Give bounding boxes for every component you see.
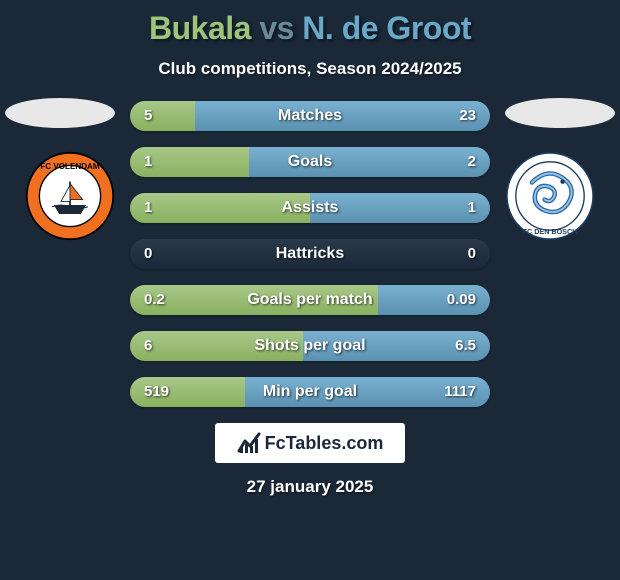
stat-right-value: 1117 <box>444 377 476 407</box>
stat-row: Goals1 2 <box>130 147 490 177</box>
stat-left-value: 1 <box>144 147 152 177</box>
player1-avatar <box>5 98 115 128</box>
stat-right-value: 0.09 <box>447 285 476 315</box>
stat-label: Min per goal <box>130 377 490 407</box>
main-area: FC VOLENDAM FC DEN BOSCH Matches5 23 Goals… <box>0 101 620 407</box>
footer-brand[interactable]: FcTables.com <box>215 423 405 463</box>
stat-row: Goals per match0.2 0.09 <box>130 285 490 315</box>
vs-text: vs <box>259 10 294 46</box>
stat-left-value: 5 <box>144 101 152 131</box>
stat-label: Matches <box>130 101 490 131</box>
stat-left-value: 6 <box>144 331 152 361</box>
stat-left-value: 0.2 <box>144 285 165 315</box>
stat-left-value: 0 <box>144 239 152 269</box>
stat-bars: Matches523Goals12Assists11Hattricks00Goa… <box>130 101 490 407</box>
player2-avatar <box>505 98 615 128</box>
stat-row: Hattricks0 0 <box>130 239 490 269</box>
stat-label: Goals <box>130 147 490 177</box>
volendam-badge-icon: FC VOLENDAM <box>25 151 115 241</box>
comparison-title: Bukala vs N. de Groot <box>0 0 620 47</box>
footer-brand-label: FcTables.com <box>265 433 384 454</box>
stat-left-value: 519 <box>144 377 169 407</box>
club-badge-left: FC VOLENDAM <box>25 151 115 241</box>
player2-name: N. de Groot <box>302 10 471 46</box>
stat-label: Goals per match <box>130 285 490 315</box>
club-badge-right: FC DEN BOSCH <box>505 151 595 241</box>
svg-text:FC DEN BOSCH: FC DEN BOSCH <box>523 227 578 236</box>
stat-right-value: 23 <box>459 101 476 131</box>
stat-label: Shots per goal <box>130 331 490 361</box>
denbosch-badge-icon: FC DEN BOSCH <box>505 151 595 241</box>
subtitle: Club competitions, Season 2024/2025 <box>0 59 620 79</box>
stat-row: Assists1 1 <box>130 193 490 223</box>
chart-icon <box>237 431 261 455</box>
stat-label: Hattricks <box>130 239 490 269</box>
date: 27 january 2025 <box>0 477 620 497</box>
stat-row: Shots per goal6 6.5 <box>130 331 490 361</box>
stat-right-value: 6.5 <box>455 331 476 361</box>
stat-right-value: 0 <box>468 239 476 269</box>
stat-right-value: 1 <box>468 193 476 223</box>
stat-row: Min per goal519 1117 <box>130 377 490 407</box>
stat-right-value: 2 <box>468 147 476 177</box>
player1-name: Bukala <box>149 10 251 46</box>
stat-row: Matches5 23 <box>130 101 490 131</box>
stat-label: Assists <box>130 193 490 223</box>
svg-text:FC VOLENDAM: FC VOLENDAM <box>40 162 100 171</box>
stat-left-value: 1 <box>144 193 152 223</box>
